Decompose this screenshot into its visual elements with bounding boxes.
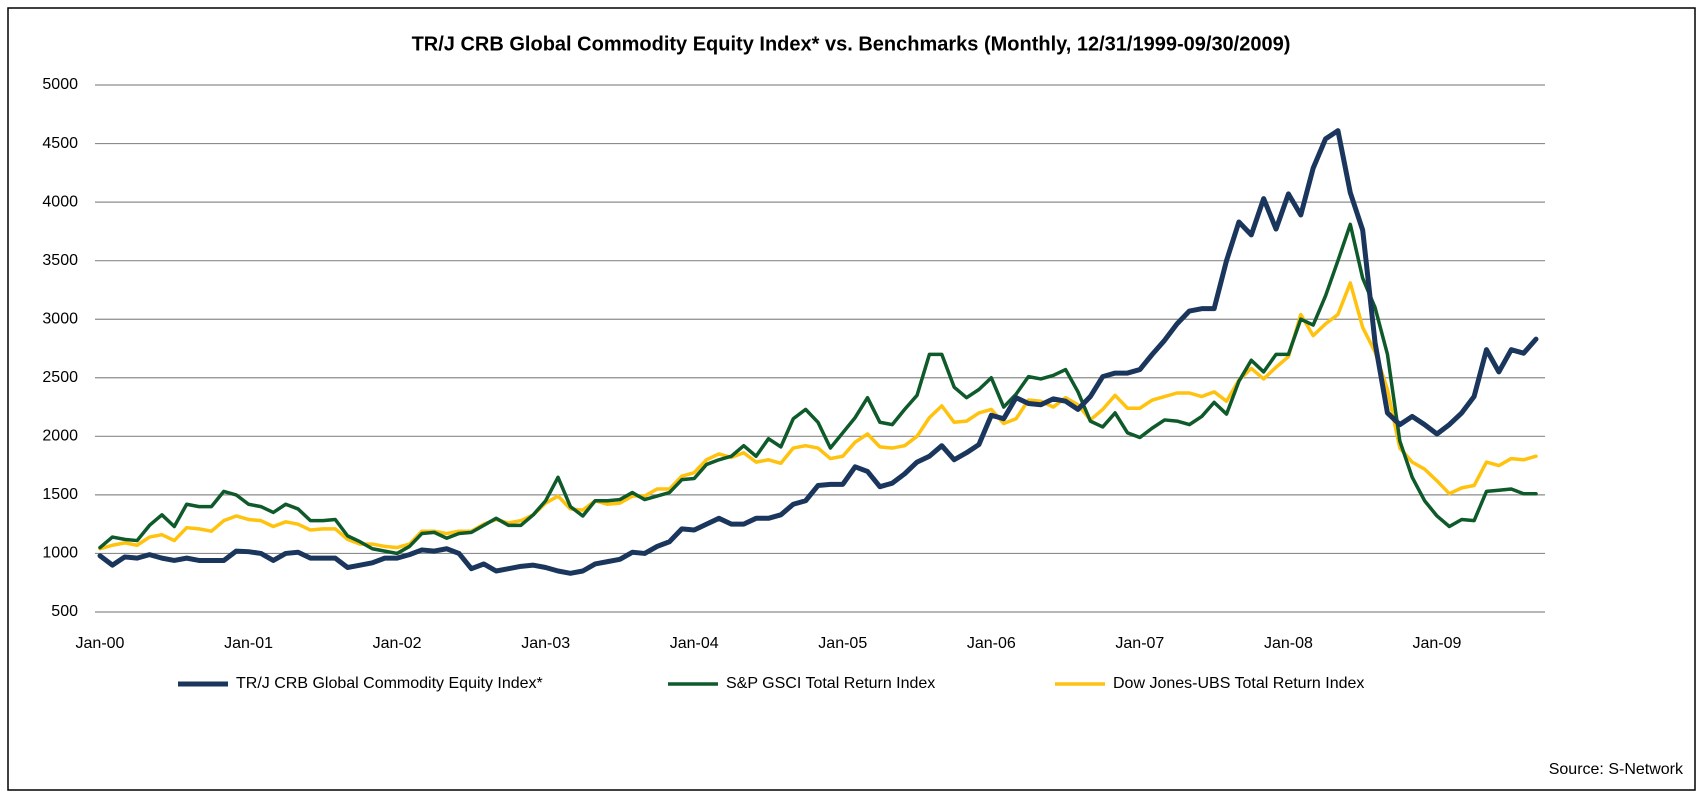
x-tick-label: Jan-00	[76, 635, 125, 652]
x-tick-label: Jan-02	[373, 635, 422, 652]
x-tick-label: Jan-06	[967, 635, 1016, 652]
x-tick-label: Jan-04	[670, 635, 719, 652]
y-tick-label: 1500	[42, 486, 78, 503]
chart-frame	[7, 7, 1696, 791]
x-tick-label: Jan-01	[224, 635, 273, 652]
y-tick-label: 4000	[42, 193, 78, 210]
x-tick-label: Jan-03	[521, 635, 570, 652]
y-tick-label: 4500	[42, 135, 78, 152]
legend-label: S&P GSCI Total Return Index	[726, 675, 935, 692]
legend-label: Dow Jones-UBS Total Return Index	[1113, 675, 1364, 692]
y-tick-label: 2500	[42, 369, 78, 386]
y-tick-label: 3000	[42, 310, 78, 327]
x-tick-label: Jan-08	[1264, 635, 1313, 652]
y-tick-label: 5000	[42, 76, 78, 93]
series-line	[98, 222, 1538, 556]
legend-label: TR/J CRB Global Commodity Equity Index*	[236, 675, 543, 692]
y-tick-label: 3500	[42, 252, 78, 269]
y-tick-label: 500	[51, 603, 78, 620]
y-tick-label: 2000	[42, 428, 78, 445]
y-tick-label: 1000	[42, 545, 78, 562]
chart-title: TR/J CRB Global Commodity Equity Index* …	[412, 33, 1291, 55]
series-line	[97, 128, 1539, 576]
x-tick-label: Jan-09	[1413, 635, 1462, 652]
x-tick-label: Jan-07	[1115, 635, 1164, 652]
source-note: Source: S-Network	[1549, 761, 1684, 778]
x-tick-label: Jan-05	[818, 635, 867, 652]
